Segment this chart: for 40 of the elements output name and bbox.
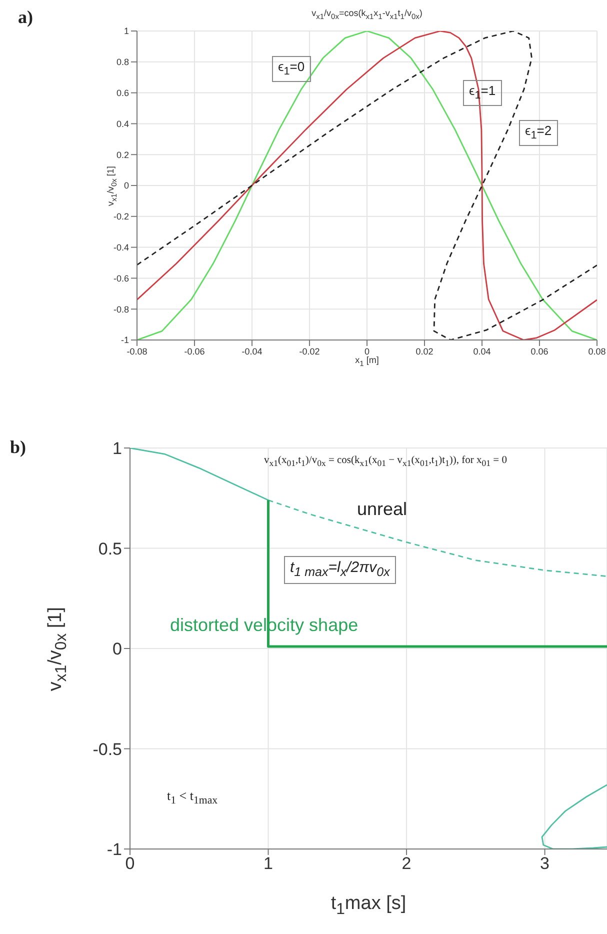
x-tick-label: 0.06: [530, 346, 548, 356]
y-tick-label: 0.4: [116, 118, 129, 129]
x-tick-label: 2: [402, 854, 412, 874]
y-tick-label: -0.6: [113, 273, 129, 284]
y-tick-label: -1: [120, 335, 129, 346]
y-tick-label: -0.8: [113, 304, 129, 314]
y-tick-label: -0.5: [92, 740, 122, 759]
y-tick-label: -1: [106, 840, 122, 860]
annotation: t$_{1 max}$=l$_{x}$/2πv$_{0x}$: [284, 556, 396, 584]
y-tick-label: 0.8: [116, 57, 129, 68]
x-tick-label: -0.06: [184, 346, 205, 356]
x-tick-label: 1: [264, 854, 273, 874]
annotation: ϵ$_{1}$=2: [519, 120, 558, 146]
x-tick-label: 0.02: [416, 346, 434, 356]
x-tick-label: 3: [540, 854, 550, 874]
annotation: unreal: [356, 498, 408, 520]
y-tick-label: 1: [124, 26, 129, 36]
x-tick-label: -0.04: [242, 346, 262, 356]
annotation: t$_{1}$ < t$_{1max}$: [166, 788, 219, 808]
line-series: [541, 784, 607, 849]
text: v$_{x1}$(x$_{01}$,t$_{1}$)/v$_{0x}$ = cos(k$_{x1}$(x$_{01}$ − v$_{x1}$(x$_{01}$,t$_{1}$)t$_{1}$)), for x$_{01}$ = 0: [264, 455, 507, 468]
y-tick-label: 0.2: [116, 150, 129, 160]
x-tick-label: -0.02: [299, 346, 320, 356]
y-tick-label: 0: [112, 640, 122, 659]
y-tick-label: -0.4: [113, 242, 129, 252]
annotation: ϵ$_{1}$=0: [272, 56, 311, 82]
text: b): [9, 436, 28, 458]
x-axis-title: t$_{1}$max [s]: [330, 893, 408, 919]
y-tick-label: 1: [112, 439, 122, 458]
x-axis-title: x$_{1}$ [m]: [354, 355, 380, 368]
x-tick-label: 0: [364, 346, 370, 356]
y-tick-label: 0.6: [116, 88, 129, 98]
y-tick-label: 0.5: [98, 539, 122, 558]
y-tick-label: -0.2: [113, 212, 129, 222]
x-tick-label: 0.08: [588, 346, 606, 356]
y-tick-label: 0: [124, 180, 129, 191]
chart-title: v$_{x1}$/v$_{0x}$=cos(k$_{x1}$x$_{1}$-v$_{x1}$t$_{1}$/v$_{0x}$): [312, 8, 422, 21]
text: a): [17, 6, 34, 28]
x-tick-label: 0.04: [473, 346, 491, 356]
x-tick-label: -0.08: [126, 346, 148, 356]
